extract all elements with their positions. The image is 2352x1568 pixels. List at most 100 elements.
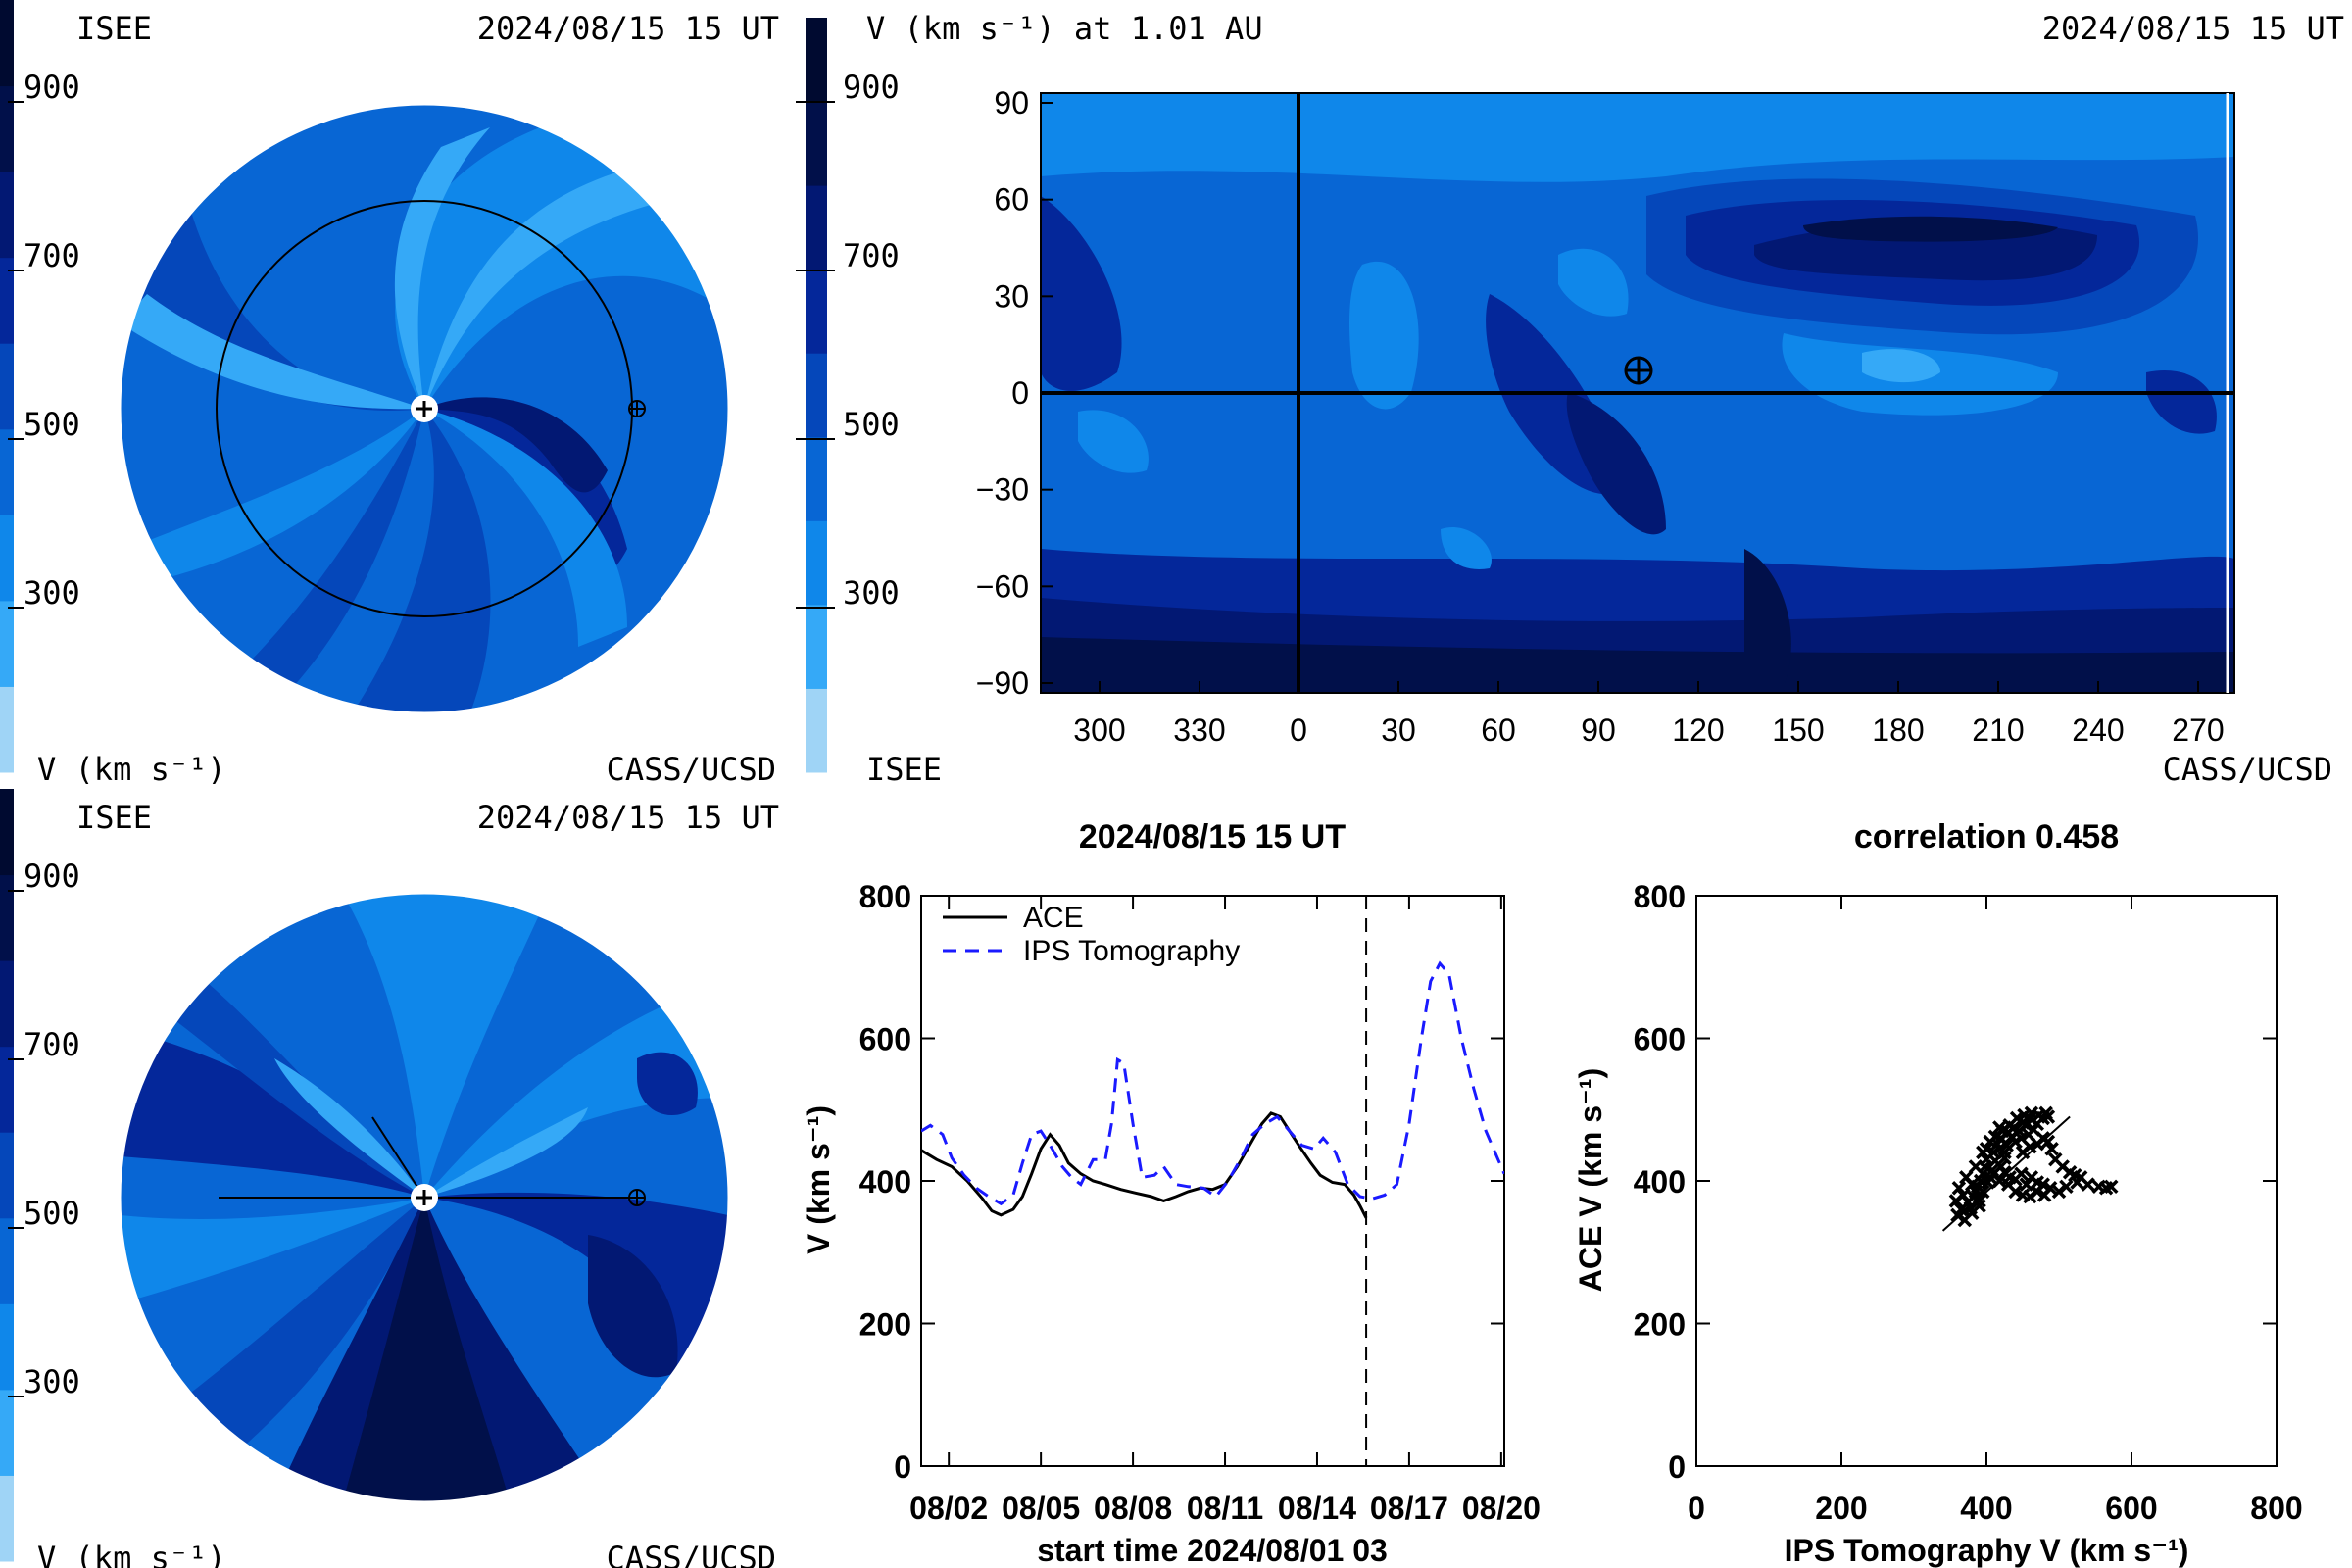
ace-series-line	[921, 1111, 1368, 1219]
scatter-x-tick-label: 200	[1815, 1491, 1867, 1526]
scatter-x-tick-label: 800	[2250, 1491, 2302, 1526]
meridional-panel: 900 700 500 300 ISEE 2024/08/15 15 UT V …	[0, 789, 779, 1568]
colorbar-band	[0, 514, 14, 602]
meridional-tick-300: 300	[24, 1363, 80, 1400]
meridional-colorbar	[0, 789, 14, 1562]
scatter-points	[1948, 1105, 2119, 1228]
timeseries-x-tick-label: 08/17	[1370, 1491, 1448, 1526]
scatter-title: correlation 0.458	[1854, 818, 2119, 856]
timeseries-legend: ACE IPS Tomography	[943, 902, 1240, 967]
scatter-point	[1993, 1159, 2009, 1174]
colorbar-band	[0, 1132, 14, 1219]
timeseries-axes: 08/02 08/05 08/08 08/11 08/14 08/17 08/20 0 200 4…	[859, 879, 1541, 1526]
timeseries-x-tick-label: 08/11	[1187, 1491, 1263, 1526]
ecliptic-tick-500: 500	[24, 406, 80, 443]
scatter-point	[2104, 1179, 2119, 1195]
meridional-tick-500: 500	[24, 1195, 80, 1232]
scatter-point	[1987, 1129, 2003, 1145]
ecliptic-colorbar	[0, 0, 14, 773]
colorbar-band	[806, 101, 827, 186]
scatter-point	[2030, 1184, 2045, 1200]
synoptic-panel: 900 700 500 300 V (km s⁻¹) at 1.01 AU 20…	[796, 10, 2344, 788]
radial-line	[371, 1116, 425, 1199]
legend-ace-label: ACE	[1023, 902, 1084, 934]
meridional-colorbar-ticks: 900 700 500 300	[8, 858, 80, 1400]
colorbar-band	[0, 0, 14, 87]
synoptic-date-label: 2024/08/15 15 UT	[2042, 10, 2344, 47]
colorbar-band	[806, 185, 827, 270]
synoptic-tick-900: 900	[843, 69, 900, 106]
timeseries-y-label: V (km s⁻¹)	[801, 1105, 836, 1254]
scatter-point	[2040, 1134, 2056, 1150]
timeseries-x-tick-label: 08/14	[1278, 1491, 1356, 1526]
scatter-x-tick-label: 400	[1960, 1491, 2012, 1526]
scatter-point	[2040, 1109, 2056, 1124]
synoptic-x-tick-label: 120	[1672, 712, 1724, 748]
scatter-panel: correlation 0.458 0 200 400 600 800 0 200 400 60…	[1573, 818, 2303, 1568]
synoptic-x-tick-label: 330	[1173, 712, 1225, 748]
scatter-point	[2008, 1184, 2023, 1200]
synoptic-x-tick-label: 150	[1772, 712, 1824, 748]
meridional-credit-label: CASS/UCSD	[607, 1540, 776, 1568]
colorbar-band	[0, 1389, 14, 1476]
synoptic-tick-300: 300	[843, 574, 900, 612]
synoptic-x-tick-label: 210	[1972, 712, 2024, 748]
synoptic-tick-500: 500	[843, 406, 900, 443]
synoptic-x-tick-label: 30	[1381, 712, 1416, 748]
meridional-tick-700: 700	[24, 1026, 80, 1063]
colorbar-band	[806, 353, 827, 438]
timeseries-x-tick-label: 08/02	[909, 1491, 988, 1526]
ecliptic-tick-700: 700	[24, 237, 80, 274]
earth-marker-ecliptic	[628, 400, 646, 417]
scatter-y-tick-label: 0	[1668, 1449, 1686, 1485]
colorbar-band	[0, 257, 14, 344]
ecliptic-colorbar-ticks: 900 700 500 300	[8, 69, 80, 612]
synoptic-y-axis: 90 60 30 0 −30 −60 −90	[976, 85, 1053, 701]
scatter-point	[1976, 1184, 1990, 1200]
synoptic-x-tick-label: 240	[2072, 712, 2124, 748]
synoptic-y-tick-label: 0	[1011, 375, 1029, 411]
colorbar-band	[806, 436, 827, 521]
timeseries-x-tick-label: 08/05	[1002, 1491, 1080, 1526]
ecliptic-credit-label: CASS/UCSD	[607, 751, 776, 788]
scatter-y-tick-label: 600	[1634, 1022, 1686, 1057]
timeseries-title: 2024/08/15 15 UT	[1079, 818, 1346, 856]
synoptic-tick-700: 700	[843, 237, 900, 274]
ecliptic-tick-300: 300	[24, 574, 80, 612]
synoptic-x-axis: 300 330 0 30 60 90 120 150 180 210 240 270	[1073, 681, 2225, 748]
ecliptic-panel: 900 700 500 300 ISEE 2024/08/15 15 UT V …	[0, 0, 779, 788]
scatter-point	[1976, 1145, 1990, 1160]
scatter-point	[2036, 1188, 2052, 1202]
earth-marker-synoptic	[1624, 356, 1653, 385]
colorbar-band	[0, 1475, 14, 1562]
timeseries-x-tick-label: 08/08	[1094, 1491, 1172, 1526]
synoptic-x-tick-label: 90	[1581, 712, 1616, 748]
scatter-y-label: ACE V (km s⁻¹)	[1573, 1068, 1608, 1292]
timeseries-y-tick-label: 200	[859, 1307, 911, 1343]
ecliptic-date-label: 2024/08/15 15 UT	[477, 10, 779, 47]
scatter-point	[2014, 1166, 2029, 1181]
timeseries-y-tick-label: 800	[859, 879, 911, 914]
scatter-point	[1951, 1181, 1967, 1196]
colorbar-band	[0, 686, 14, 773]
meridional-date-label: 2024/08/15 15 UT	[477, 799, 779, 836]
synoptic-colorbar	[806, 18, 827, 773]
colorbar-band	[0, 960, 14, 1048]
scatter-y-tick-label: 400	[1634, 1164, 1686, 1200]
scatter-x-tick-label: 600	[2105, 1491, 2157, 1526]
synoptic-colorbar-ticks: 900 700 500 300	[796, 69, 900, 612]
scatter-fit-line	[1941, 1115, 2071, 1232]
synoptic-y-tick-label: −90	[976, 665, 1029, 701]
colorbar-band	[0, 428, 14, 515]
synoptic-y-tick-label: 90	[994, 85, 1029, 121]
scatter-point	[1992, 1120, 2007, 1135]
synoptic-org-label: ISEE	[866, 751, 942, 788]
timeseries-x-tick-label: 08/20	[1462, 1491, 1541, 1526]
scatter-x-label: IPS Tomography V (km s⁻¹)	[1785, 1533, 2189, 1568]
ecliptic-tick-900: 900	[24, 69, 80, 106]
meridional-org-label: ISEE	[76, 799, 152, 836]
timeseries-y-tick-label: 600	[859, 1022, 911, 1057]
earth-marker-meridional	[628, 1189, 646, 1206]
colorbar-band	[0, 1303, 14, 1391]
scatter-point	[2059, 1179, 2074, 1195]
